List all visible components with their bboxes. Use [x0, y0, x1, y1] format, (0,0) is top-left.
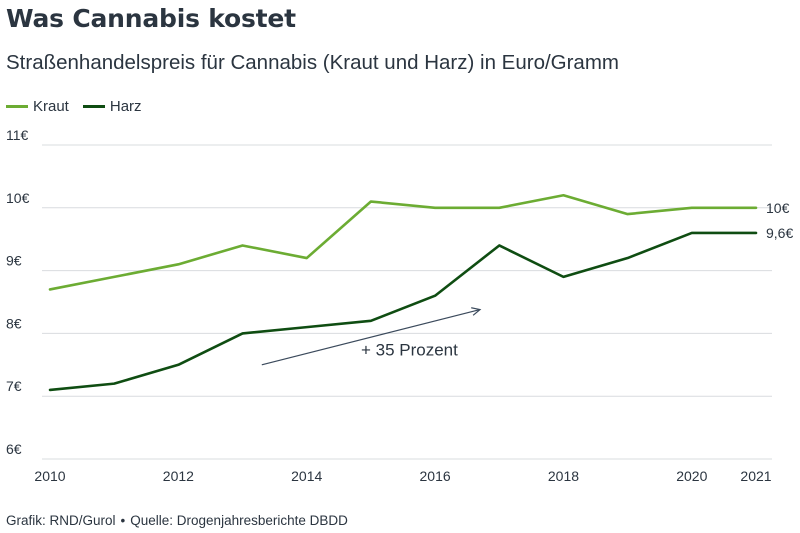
legend-swatch-harz: [82, 105, 105, 108]
footer-separator: •: [120, 513, 126, 528]
legend-swatch-kraut: [6, 105, 28, 108]
x-tick-label-4: 2018: [548, 468, 579, 484]
y-tick-label-3: 9€: [6, 253, 22, 269]
y-tick-label-1: 7€: [6, 378, 22, 394]
annotation: + 35 Prozent: [261, 307, 482, 366]
chart-title: Was Cannabis kostet: [6, 4, 296, 33]
chart-subtitle: Straßenhandelspreis für Cannabis (Kraut …: [6, 51, 619, 74]
series-line-harz: [48, 231, 758, 392]
legend-item-kraut: Kraut: [6, 98, 69, 115]
x-tick-label-6: 2021: [740, 468, 771, 484]
end-label-kraut: 10€: [766, 200, 790, 216]
y-tick-label-5: 11€: [6, 127, 29, 143]
legend-label-kraut: Kraut: [33, 98, 69, 115]
legend-label-harz: Harz: [109, 98, 142, 115]
x-tick-label-3: 2016: [420, 468, 451, 484]
footer: Grafik: RND/Gurol • Quelle: Drogenjahresbe…: [6, 513, 348, 528]
y-tick-label-0: 6€: [6, 441, 22, 457]
annotation-text: + 35 Prozent: [361, 340, 458, 359]
end-label-harz: 9,6€: [766, 225, 793, 241]
line-chart: 6€7€8€9€10€11€ 2010 2012 2014 2016 2018 2020 2…: [6, 127, 793, 484]
x-tick-label-2: 2014: [291, 468, 322, 484]
x-axis-ticks: 2010 2012 2014 2016 2018 2020 2021: [34, 468, 771, 484]
end-labels: 10€ 9,6€: [766, 200, 793, 241]
footer-credit: Grafik: RND/Gurol: [6, 513, 116, 528]
y-tick-label-4: 10€: [6, 190, 30, 206]
series-line-kraut: [48, 193, 758, 291]
x-tick-label-5: 2020: [676, 468, 707, 484]
series-lines: [48, 193, 758, 392]
annotation-arrow-head: [471, 307, 482, 316]
x-tick-label-1: 2012: [163, 468, 194, 484]
y-axis-ticks: 6€ 7€ 8€ 9€ 10€ 11€: [6, 127, 30, 457]
footer-source: Quelle: Drogenjahresberichte DBDD: [130, 513, 348, 528]
y-tick-label-2: 8€: [6, 315, 22, 331]
x-tick-label-0: 2010: [34, 468, 65, 484]
annotation-arrow-line: [261, 308, 481, 366]
legend-item-harz: Harz: [82, 98, 142, 115]
grid-lines: [42, 144, 772, 460]
legend: Kraut Harz: [6, 98, 156, 115]
